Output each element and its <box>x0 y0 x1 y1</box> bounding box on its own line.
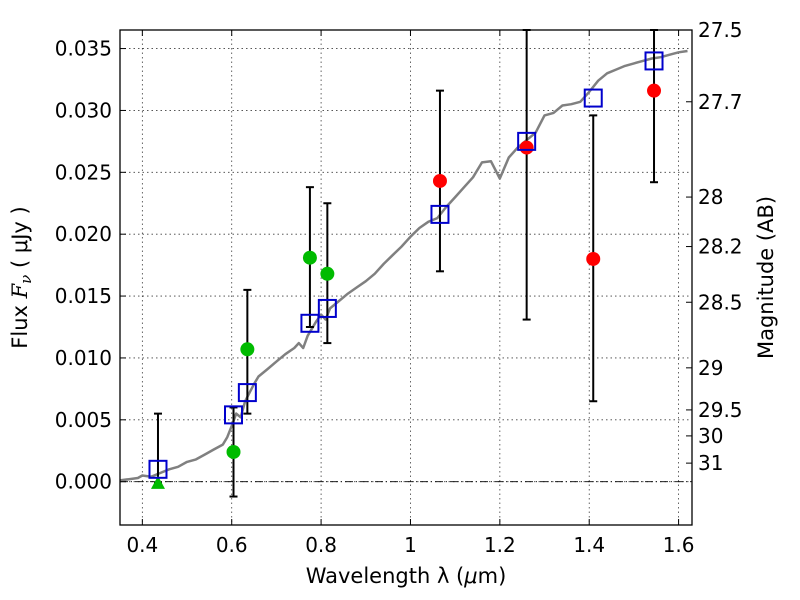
x-tick-label: 1.2 <box>484 533 516 557</box>
x-axis-title-suffix: m) <box>478 564 507 588</box>
data-point <box>432 173 447 188</box>
magnitude-tick-label: 29.5 <box>698 398 743 422</box>
model-photometry-marker <box>317 298 337 318</box>
model-photometry-marker <box>237 383 257 403</box>
tick-layer: 0.4 0.6 0.8 1 1.2 1.4 1.6 0.000 0.005 0.010 0.015 0… <box>55 18 743 557</box>
y-axis-title-subscript: ν <box>17 275 35 284</box>
x-axis-title: Wavelength λ (μm) <box>306 564 507 588</box>
x-tick-label: 0.8 <box>305 533 337 557</box>
x-tick-label: 0.6 <box>216 533 248 557</box>
magnitude-tick-label: 29 <box>698 356 723 380</box>
upper-limit-marker <box>150 475 165 489</box>
magnitude-tick-label: 30 <box>698 424 723 448</box>
y-tick-label: 0.020 <box>55 222 112 246</box>
y-tick-label: 0.005 <box>55 408 112 432</box>
y-axis-title: Flux Fν ( μJy ) <box>8 206 35 348</box>
magnitude-axis-title: Magnitude (AB) <box>754 196 778 359</box>
y-tick-label: 0.030 <box>55 98 112 122</box>
magnitude-tick-label: 28.2 <box>698 235 743 259</box>
model-photometry-marker <box>148 459 168 479</box>
x-axis-title-unit: μ <box>463 564 477 588</box>
magnitude-tick-label: 28.5 <box>698 290 743 314</box>
x-tick-label: 0.4 <box>126 533 158 557</box>
magnitude-tick-label: 27.7 <box>698 90 743 114</box>
model-spectrum-line <box>119 49 688 482</box>
errorbar-layer <box>153 29 659 498</box>
y-tick-label: 0.035 <box>55 37 112 61</box>
y-tick-label: 0.010 <box>55 346 112 370</box>
model-spectrum-layer <box>119 49 688 482</box>
x-tick-label: 1.4 <box>573 533 605 557</box>
y-tick-label: 0.015 <box>55 284 112 308</box>
model-photometry-marker <box>517 131 537 151</box>
y-axis-title-symbol: F <box>8 282 32 299</box>
data-point <box>226 444 241 459</box>
plot-frame <box>119 29 693 526</box>
model-photometry-marker <box>300 313 320 333</box>
magnitude-tick-label: 28 <box>698 185 723 209</box>
data-point <box>519 140 534 155</box>
x-axis-title-prefix: Wavelength λ ( <box>306 564 465 588</box>
model-photometry-marker <box>583 88 603 108</box>
model-photometry-marker <box>430 204 450 224</box>
y-tick-label: 0.025 <box>55 160 112 184</box>
y-axis-title-suffix: ( μJy ) <box>8 206 32 274</box>
data-point <box>240 342 255 357</box>
model-photometry-marker <box>224 405 244 425</box>
x-tick-label: 1.6 <box>663 533 695 557</box>
magnitude-tick-label: 31 <box>698 451 723 475</box>
y-axis-title-prefix: Flux <box>8 298 32 348</box>
data-point <box>586 251 601 266</box>
y-tick-label: 0.000 <box>55 470 112 494</box>
marker-layer <box>148 51 664 489</box>
grid-layer <box>120 30 692 525</box>
model-photometry-marker <box>644 51 664 71</box>
magnitude-tick-label: 27.5 <box>698 18 743 42</box>
data-point <box>647 83 662 98</box>
data-point <box>320 266 335 281</box>
data-point <box>302 250 317 265</box>
x-tick-label: 1 <box>404 533 417 557</box>
